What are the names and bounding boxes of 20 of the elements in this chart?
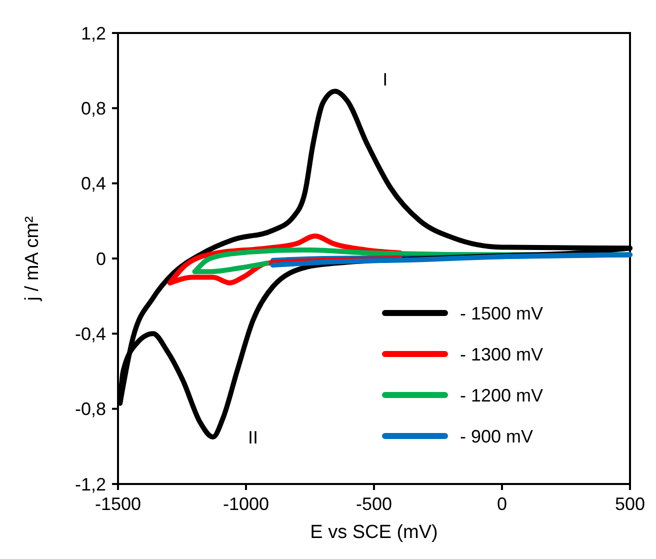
x-axis-title: E vs SCE (mV): [310, 522, 438, 543]
legend-label: - 1300 mV: [460, 344, 544, 364]
annotation: I: [382, 70, 388, 90]
y-tick-label: 1,2: [80, 23, 106, 44]
y-tick-label: -0,8: [74, 399, 106, 420]
legend-label: - 1200 mV: [460, 385, 544, 406]
y-tick-label: -1,2: [74, 474, 106, 494]
legend-label: - 900 mV: [460, 426, 534, 446]
y-tick-label: 0: [96, 248, 106, 269]
annotation: II: [248, 427, 258, 448]
x-tick-label: -1000: [222, 494, 270, 514]
legend-label: - 1500 mV: [460, 303, 544, 324]
x-tick-label: 500: [614, 494, 646, 514]
y-axis-title: j / mA cm²: [22, 216, 43, 302]
x-tick-label: -500: [356, 494, 392, 514]
x-tick-label: -1500: [94, 494, 142, 514]
y-tick-label: 0,4: [80, 174, 106, 194]
x-tick-label: 0: [496, 494, 508, 514]
y-tick-label: -0,4: [74, 324, 106, 344]
y-tick-label: 0,8: [80, 98, 106, 118]
